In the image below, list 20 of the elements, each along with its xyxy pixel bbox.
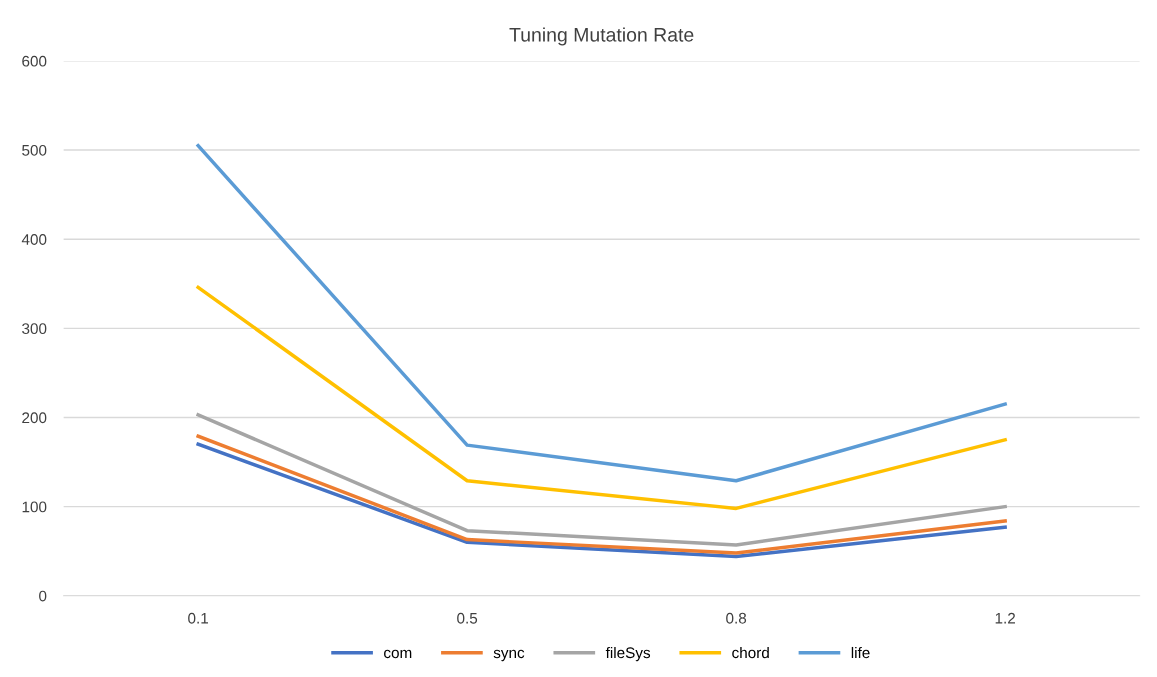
x-tick-label: 0.8 — [726, 612, 747, 624]
y-tick-label: 100 — [22, 501, 47, 513]
y-tick-label: 0 — [39, 590, 47, 602]
x-tick-label: 1.2 — [995, 612, 1015, 624]
x-tick-label: 0.5 — [457, 612, 478, 624]
y-tick-label: 600 — [22, 55, 47, 67]
legend-label: life — [851, 646, 870, 659]
y-tick-label: 500 — [22, 144, 47, 156]
y-tick-label: 300 — [22, 323, 47, 335]
line-series — [196, 413, 1007, 547]
chart-title: Tuning Mutation Rate — [509, 27, 694, 46]
legend-label: fileSys — [605, 646, 651, 662]
y-tick-label: 200 — [22, 412, 47, 424]
legend-label: chord — [732, 646, 769, 659]
y-tick-label: 400 — [21, 234, 47, 245]
legend-label: sync — [493, 649, 525, 662]
x-tick-label: 0.1 — [188, 612, 209, 624]
legend-label: com — [384, 649, 412, 659]
line-series — [196, 143, 1007, 483]
line-series — [196, 285, 1007, 511]
